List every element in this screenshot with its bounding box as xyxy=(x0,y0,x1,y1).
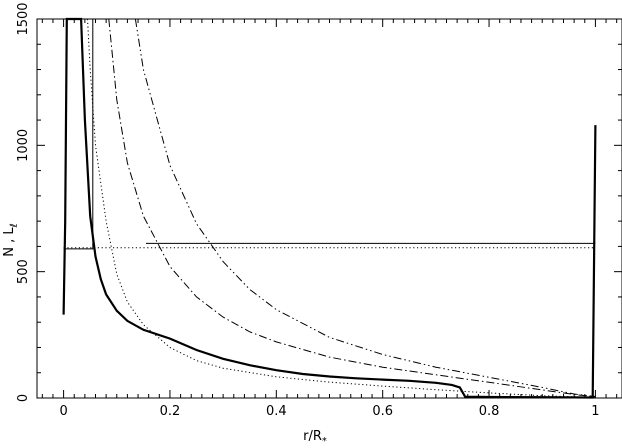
y-tick-label: 1000 xyxy=(16,129,31,162)
x-tick-label: 0 xyxy=(59,404,67,419)
series-0-line xyxy=(62,17,597,399)
x-tick-label: 0.6 xyxy=(372,404,393,419)
y-tick-label: 1500 xyxy=(16,2,31,35)
labels-layer: 0 0.2 0.4 0.6 0.8 1 0 500 1000 1500 xyxy=(16,2,600,419)
ticks-layer xyxy=(37,18,622,399)
series-1-line xyxy=(63,19,94,250)
curves-layer xyxy=(62,17,597,399)
x-axis-label: r/R* xyxy=(303,429,327,447)
plot-frame xyxy=(36,18,622,399)
series-5-line xyxy=(108,18,596,398)
y-axis-label: N , Lℓ xyxy=(2,223,20,257)
y-tick-label: 0 xyxy=(16,394,31,402)
x-axis-label-main: r/R xyxy=(303,429,322,444)
y-axis-label-main: N , L xyxy=(2,227,17,257)
y-tick-label: 500 xyxy=(16,259,31,284)
x-tick-label: 0.8 xyxy=(479,404,500,419)
y-axis-label-sub: ℓ xyxy=(9,223,20,227)
series-4-line xyxy=(87,18,596,398)
x-tick-label: 0.4 xyxy=(266,404,287,419)
series-6-line xyxy=(134,18,596,397)
x-axis-label-sub: * xyxy=(322,436,327,447)
x-tick-label: 1 xyxy=(591,404,599,419)
x-tick-label: 0.2 xyxy=(160,404,181,419)
